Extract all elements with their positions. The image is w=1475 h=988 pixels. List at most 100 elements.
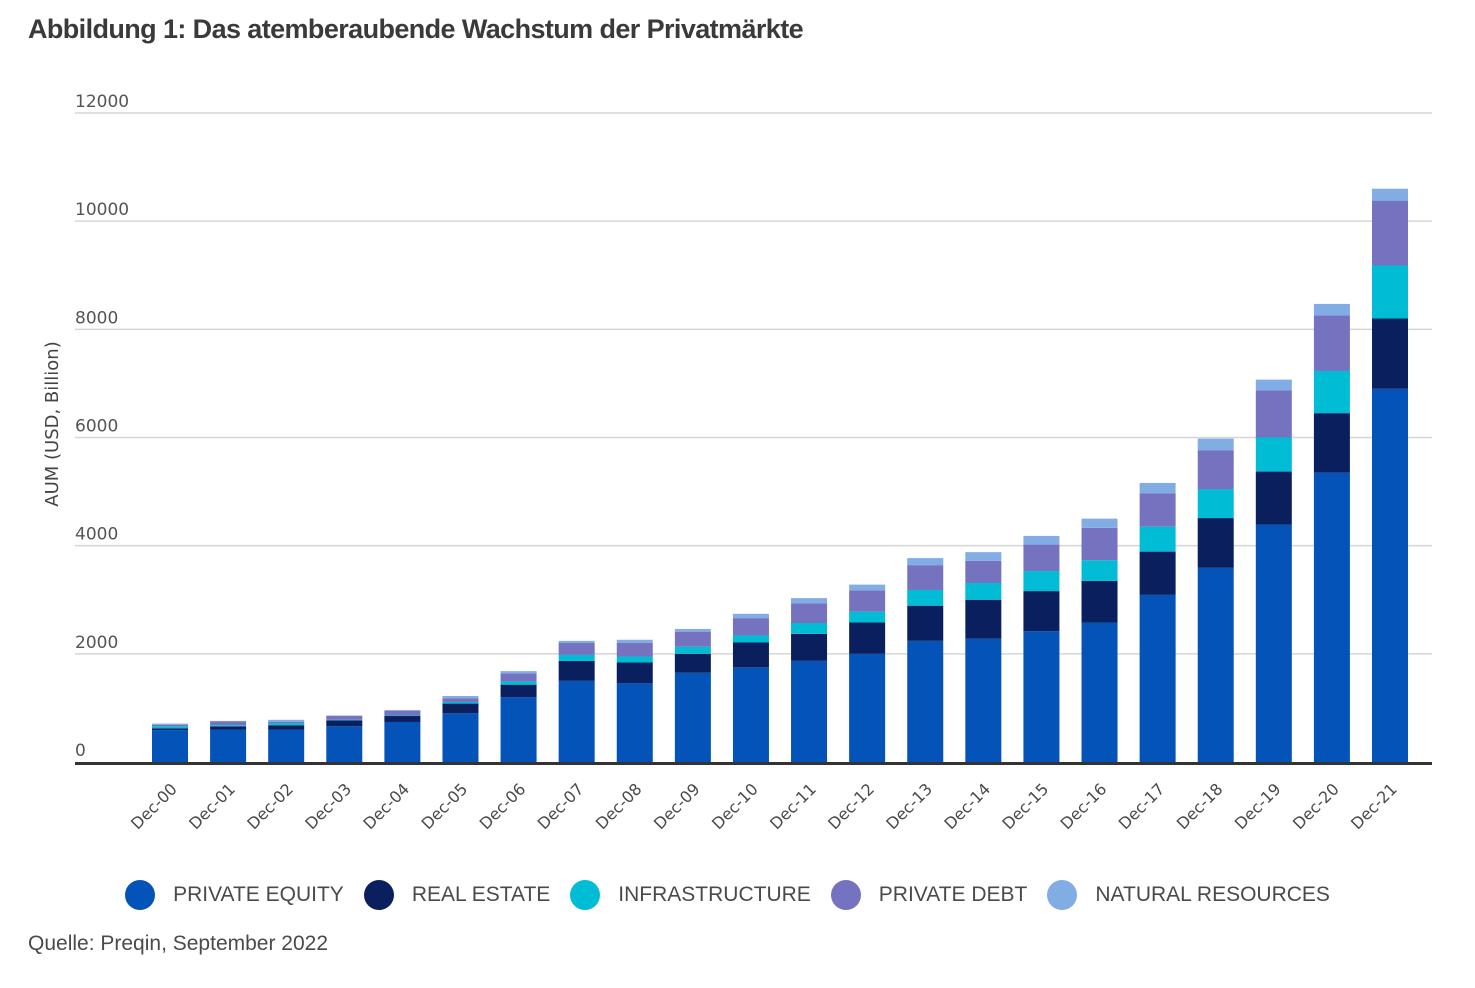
bar-segment: [558, 640, 595, 644]
x-tick-label: Dec-04: [359, 779, 413, 833]
bar-segment: [732, 642, 769, 668]
bar-segment: [442, 701, 479, 704]
bar-segment: [616, 683, 653, 762]
bar-segment: [1372, 318, 1408, 389]
bar-segment: [965, 638, 1002, 762]
bar-segment: [500, 673, 537, 682]
bar-segment: [1139, 526, 1176, 552]
bar-segment: [268, 729, 305, 762]
bar-segment: [907, 605, 944, 641]
x-tick-label: Dec-03: [301, 779, 355, 833]
bar-segment: [384, 721, 421, 762]
bar-segment: [1197, 438, 1234, 451]
bar-segment: [442, 696, 479, 699]
bar-segment: [1139, 482, 1176, 494]
x-tick-label: Dec-14: [940, 779, 994, 833]
bar-segment: [616, 639, 653, 644]
bar-segment: [849, 622, 886, 654]
bar-segment: [1255, 524, 1292, 762]
x-tick-label: Dec-18: [1173, 779, 1227, 833]
bar-segment: [1313, 413, 1350, 473]
bar-segment: [616, 662, 653, 684]
bar-segment: [210, 721, 247, 726]
bar-segment: [210, 726, 247, 730]
bar-segment: [384, 715, 421, 717]
bar-segment: [152, 723, 188, 725]
y-tick-label: 0: [75, 741, 86, 761]
bar-segment: [1255, 379, 1292, 391]
legend-label: PRIVATE EQUITY: [173, 883, 344, 906]
bar-segment: [1372, 265, 1408, 319]
legend-item: PRIVATE EQUITY: [125, 880, 344, 910]
bar-segment: [210, 725, 247, 727]
bar-segment: [1023, 544, 1060, 572]
bar-segment: [384, 716, 421, 722]
bar-segment: [152, 730, 188, 762]
bar-segment: [1197, 518, 1234, 568]
bar-segment: [1372, 388, 1408, 762]
y-tick-label: 8000: [75, 308, 118, 328]
legend-label: PRIVATE DEBT: [878, 883, 1028, 906]
bar-segment: [1023, 631, 1060, 762]
x-tick-label: Dec-02: [243, 779, 297, 833]
y-tick-label: 12000: [75, 92, 129, 112]
bar-segment: [1023, 571, 1060, 592]
bar-segment: [849, 653, 886, 762]
bar-segment: [849, 611, 886, 623]
bar-segment: [210, 729, 247, 762]
bar-segment: [1081, 527, 1118, 561]
bar-segment: [965, 582, 1002, 600]
bar-segment: [965, 552, 1002, 561]
legend-color-dot: [570, 880, 601, 910]
bar-segment: [1255, 390, 1292, 438]
bar-segment: [1372, 188, 1408, 201]
bar-segment: [674, 646, 711, 654]
bar-segment: [268, 719, 305, 722]
bar-segment: [268, 721, 305, 724]
bar-segment: [849, 590, 886, 612]
x-tick-label: Dec-10: [708, 779, 762, 833]
bar-segment: [791, 598, 828, 604]
bar-segment: [1081, 580, 1118, 623]
chart-legend: PRIVATE EQUITY REAL ESTATE INFRASTRUCTURE P…: [0, 880, 1475, 910]
legend-item: REAL ESTATE: [363, 880, 551, 910]
bar-segment: [500, 697, 537, 762]
x-tick-label: Dec-08: [592, 779, 646, 833]
bar-segment: [1313, 472, 1350, 762]
x-tick-label: Dec-01: [185, 779, 239, 833]
y-axis-title: AUM (USD, Billion): [42, 341, 63, 506]
bar-segment: [907, 590, 944, 606]
legend-item: INFRASTRUCTURE: [570, 880, 811, 910]
legend-item: NATURAL RESOURCES: [1047, 880, 1330, 910]
bar-segment: [326, 715, 363, 717]
x-tick-label: Dec-15: [998, 779, 1052, 833]
bar-segment: [791, 603, 828, 624]
legend-color-dot: [1047, 880, 1078, 910]
x-tick-label: Dec-09: [650, 779, 704, 833]
legend-color-dot: [125, 880, 156, 910]
x-tick-label: Dec-06: [476, 779, 530, 833]
bar-segment: [500, 671, 537, 674]
bar-segment: [791, 633, 828, 661]
bar-segment: [326, 720, 363, 727]
x-tick-label: Dec-00: [127, 779, 181, 833]
x-tick-label: Dec-13: [882, 779, 936, 833]
bar-segment: [1023, 591, 1060, 632]
bar-segment: [152, 726, 188, 729]
legend-label: REAL ESTATE: [411, 883, 551, 906]
bar-segment: [1081, 560, 1118, 581]
legend-color-dot: [830, 880, 861, 910]
bar-segment: [442, 698, 479, 702]
bar-segment: [326, 716, 363, 720]
bar-segment: [616, 643, 653, 657]
legend-color-dot: [363, 880, 394, 910]
bar-segment: [965, 560, 1002, 583]
bar-segment: [268, 725, 305, 730]
bar-segment: [442, 713, 479, 762]
bar-segment: [732, 635, 769, 643]
bar-segment: [326, 719, 363, 721]
bar-segment: [674, 672, 711, 762]
x-tick-label: Dec-17: [1115, 779, 1169, 833]
bar-segment: [500, 684, 537, 698]
bar-segment: [152, 728, 188, 731]
